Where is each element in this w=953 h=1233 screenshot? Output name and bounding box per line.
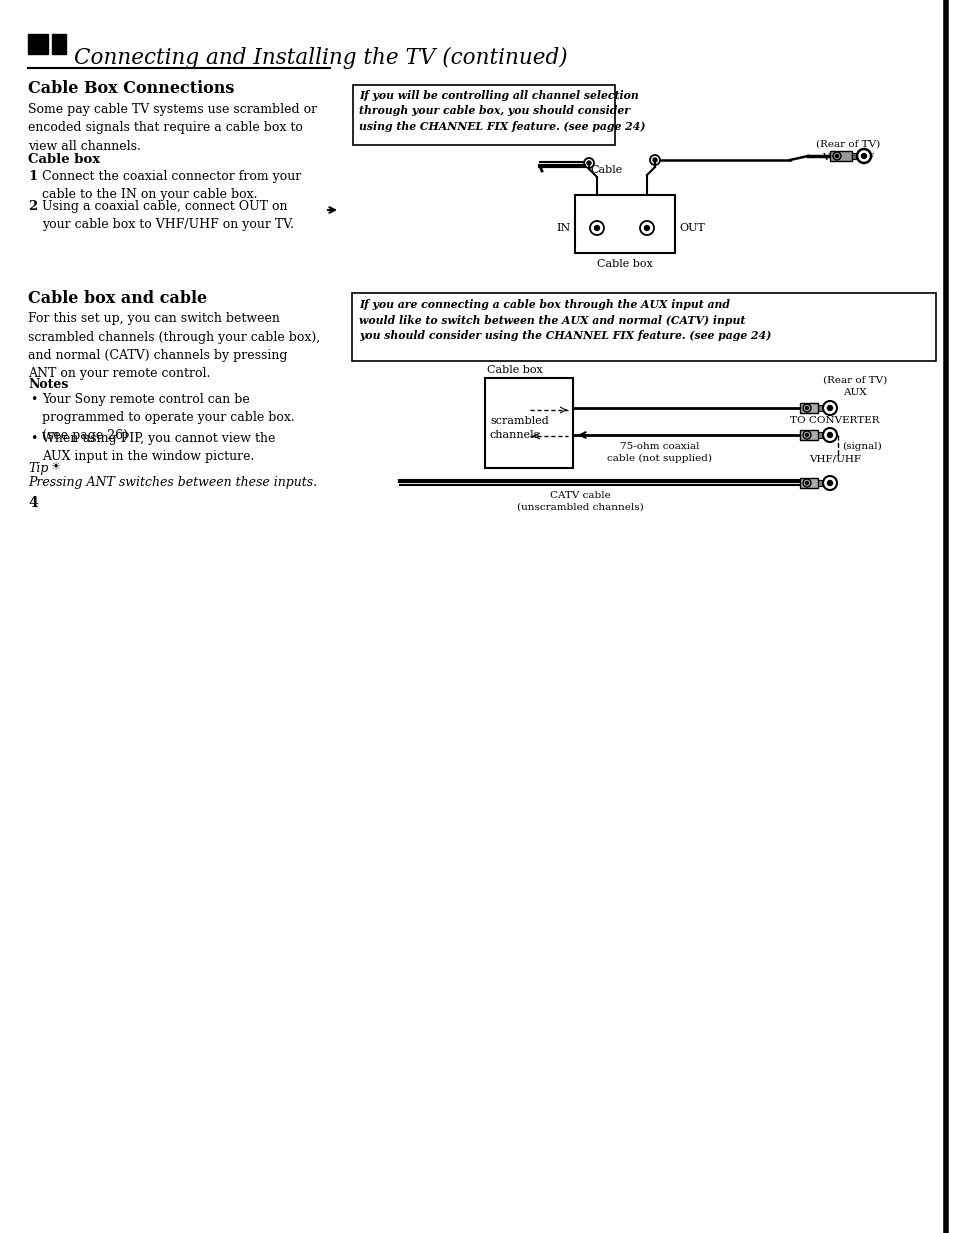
Text: Cable box: Cable box [486, 365, 542, 375]
Text: Connect the coaxial connector from your
cable to the IN on your cable box.: Connect the coaxial connector from your … [42, 170, 301, 201]
Text: Connecting and Installing the TV (continued): Connecting and Installing the TV (contin… [74, 47, 567, 69]
Bar [800, 478, 817, 488]
Circle shape [652, 158, 657, 162]
Text: 75-ohm coaxial
cable (not supplied): 75-ohm coaxial cable (not supplied) [607, 441, 712, 462]
Text: (Rear of TV): (Rear of TV) [815, 141, 880, 149]
Text: VHF/UHF: VHF/UHF [821, 152, 873, 162]
Circle shape [826, 433, 832, 438]
Text: •: • [30, 393, 37, 406]
Text: Notes: Notes [28, 379, 69, 391]
Bar [575, 195, 675, 253]
Text: CATV cable
(unscrambled channels): CATV cable (unscrambled channels) [517, 491, 642, 512]
Text: Cable box: Cable box [597, 259, 652, 269]
Text: 1: 1 [28, 170, 37, 182]
Text: Cable: Cable [589, 165, 621, 175]
Text: For this set up, you can switch between
scrambled channels (through your cable b: For this set up, you can switch between … [28, 312, 320, 381]
Circle shape [804, 482, 807, 485]
Text: VHF/UHF: VHF/UHF [808, 455, 861, 464]
Text: 4: 4 [28, 496, 38, 510]
Text: AUX: AUX [842, 388, 866, 397]
Text: (Rear of TV): (Rear of TV) [822, 376, 886, 385]
Bar [353, 85, 615, 145]
Bar [817, 432, 822, 438]
Text: •: • [30, 432, 37, 445]
Bar [817, 404, 822, 411]
Text: If you will be controlling all channel selection
through your cable box, you sho: If you will be controlling all channel s… [358, 90, 645, 132]
Circle shape [804, 407, 807, 409]
Text: Some pay cable TV systems use scrambled or
encoded signals that require a cable : Some pay cable TV systems use scrambled … [28, 104, 316, 153]
Text: Pressing ANT switches between these inputs.: Pressing ANT switches between these inpu… [28, 476, 316, 490]
Circle shape [826, 481, 832, 486]
Text: Tip: Tip [28, 462, 49, 475]
Text: Using a coaxial cable, connect OUT on
your cable box to VHF/UHF on your TV.: Using a coaxial cable, connect OUT on yo… [42, 200, 294, 231]
Circle shape [822, 428, 836, 441]
Circle shape [822, 401, 836, 416]
Text: IN: IN [557, 223, 571, 233]
Circle shape [594, 226, 598, 231]
Bar [52, 35, 66, 54]
Bar [28, 35, 48, 54]
Text: 2: 2 [28, 200, 37, 213]
Circle shape [822, 476, 836, 490]
Text: Cable Box Connections: Cable Box Connections [28, 80, 234, 97]
Circle shape [586, 162, 590, 165]
Text: Cable box and cable: Cable box and cable [28, 290, 207, 307]
Text: (signal): (signal) [841, 441, 881, 451]
Text: ☀: ☀ [50, 462, 60, 472]
Circle shape [835, 154, 838, 158]
Circle shape [861, 153, 865, 159]
Text: Cable box: Cable box [28, 153, 100, 166]
Text: Your Sony remote control can be
programmed to operate your cable box.
(see page : Your Sony remote control can be programm… [42, 393, 294, 441]
Text: OUT: OUT [679, 223, 704, 233]
Text: If you are connecting a cable box through the AUX input and
would like to switch: If you are connecting a cable box throug… [358, 298, 771, 342]
Text: When using PIP, you cannot view the
AUX input in the window picture.: When using PIP, you cannot view the AUX … [42, 432, 275, 464]
Bar [484, 379, 573, 469]
Circle shape [644, 226, 649, 231]
Bar [851, 153, 857, 159]
Bar [800, 403, 817, 413]
Bar [817, 480, 822, 486]
Text: TO CONVERTER: TO CONVERTER [789, 416, 879, 425]
Circle shape [804, 434, 807, 436]
Bar [800, 430, 817, 440]
Circle shape [826, 406, 832, 411]
Bar [352, 293, 935, 361]
Circle shape [856, 149, 870, 163]
Text: scrambled
channels: scrambled channels [490, 417, 548, 440]
Bar [829, 150, 851, 162]
